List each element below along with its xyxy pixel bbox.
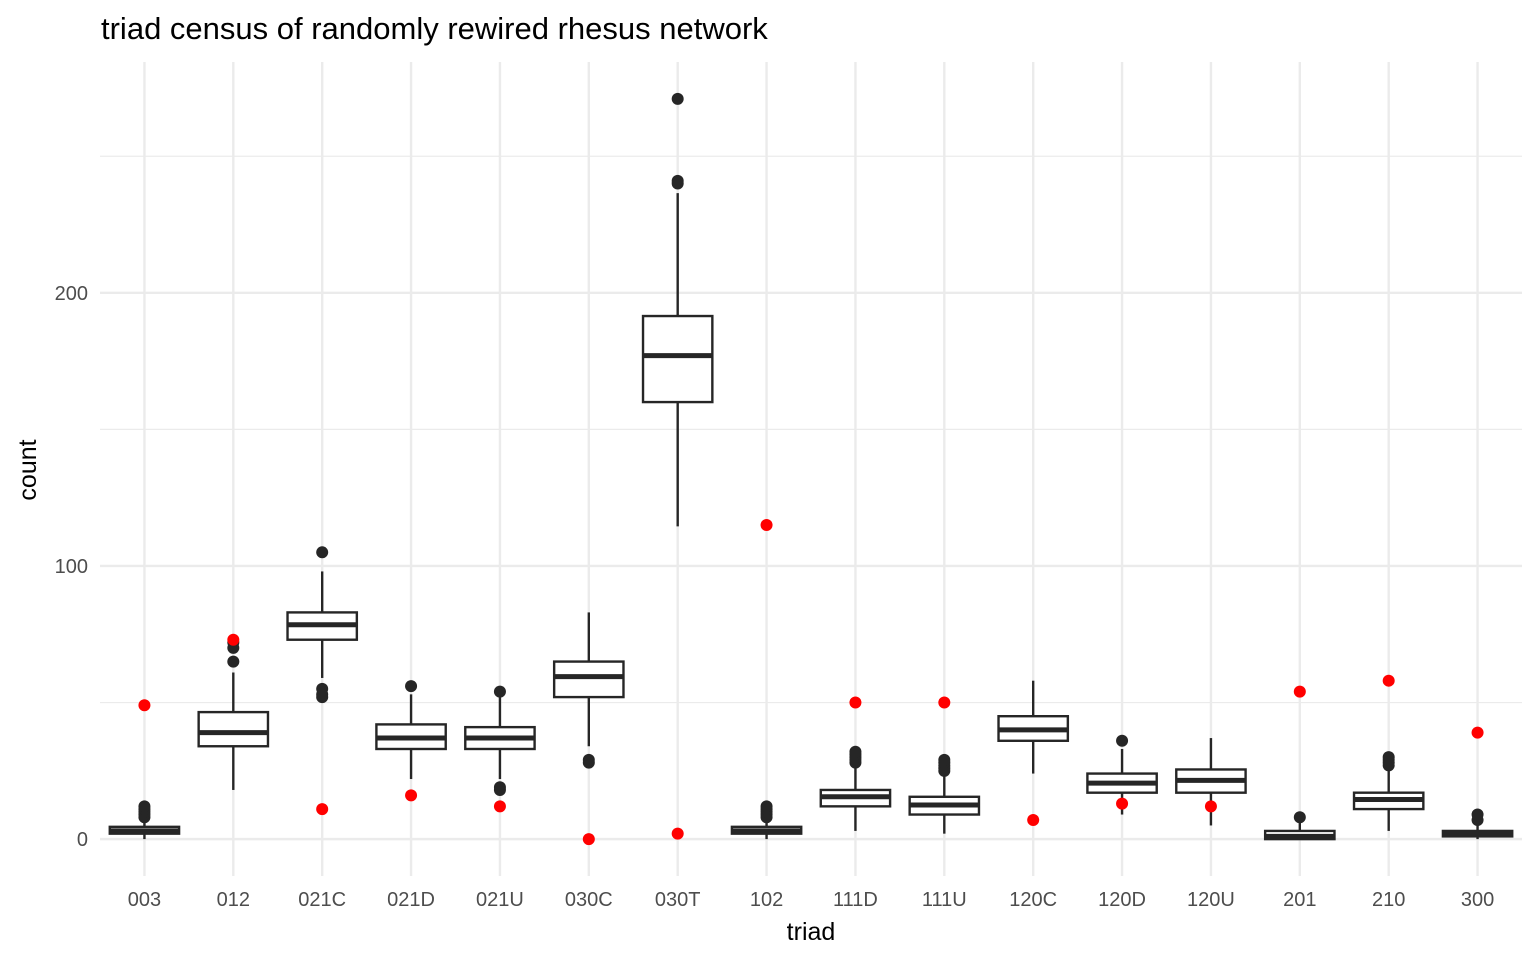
observed-point-021C: [316, 803, 329, 816]
x-tick-label: 120C: [1009, 889, 1057, 911]
box-body: [641, 314, 714, 404]
outlier-point: [1116, 734, 1129, 747]
x-tick-label: 120D: [1098, 889, 1146, 911]
x-tick-label: 102: [750, 889, 783, 911]
observed-point-030C: [582, 833, 595, 846]
box-012: [197, 636, 270, 790]
observed-point-300: [1471, 726, 1484, 739]
outlier-point: [1293, 811, 1306, 824]
box-210: [1352, 751, 1425, 831]
x-tick-label: 201: [1283, 889, 1316, 911]
observed-points: [138, 518, 1484, 846]
outlier-point: [227, 655, 240, 668]
outlier-point: [493, 781, 506, 794]
boxes: [108, 92, 1514, 841]
x-axis: 003 012 021C 021D 021U 030C 030T 102 111D 111U 120…: [128, 889, 1495, 911]
y-axis-label: count: [14, 439, 42, 500]
outlier-point: [849, 745, 862, 758]
outlier-point: [138, 800, 151, 813]
observed-point-030T: [671, 827, 684, 840]
outlier-point: [316, 682, 329, 695]
observed-point-111U: [938, 696, 951, 709]
box-021U: [464, 685, 536, 796]
y-tick-label: 0: [77, 829, 88, 851]
box-021C: [286, 546, 359, 704]
x-tick-label: 120U: [1187, 889, 1235, 911]
observed-point-201: [1293, 685, 1306, 698]
y-axis: 0 100 200: [55, 283, 88, 851]
box-030T: [641, 92, 714, 527]
box-120C: [997, 680, 1070, 774]
observed-point-021D: [405, 789, 418, 802]
box-120U: [1175, 738, 1247, 826]
box-120D: [1086, 734, 1158, 815]
x-tick-label: 111D: [833, 889, 878, 911]
outlier-point: [671, 174, 684, 187]
x-axis-label: triad: [787, 918, 836, 946]
observed-point-012: [227, 633, 240, 646]
outlier-point: [938, 753, 951, 766]
x-tick-label: 111U: [922, 889, 967, 911]
observed-point-021U: [493, 800, 506, 813]
x-tick-label: 210: [1372, 889, 1405, 911]
outlier-point: [1471, 808, 1484, 821]
outlier-point: [1382, 751, 1395, 764]
outlier-point: [405, 680, 418, 693]
x-tick-label: 012: [217, 889, 250, 911]
x-tick-label: 021U: [476, 889, 524, 911]
outlier-point: [582, 753, 595, 766]
chart-title: triad census of randomly rewired rhesus …: [101, 11, 768, 46]
box-111D: [819, 745, 892, 831]
box-201: [1263, 811, 1336, 841]
observed-point-120C: [1027, 814, 1040, 827]
box-021D: [375, 680, 447, 780]
box-003: [108, 800, 181, 840]
box-body: [197, 710, 270, 748]
observed-point-003: [138, 699, 151, 712]
x-tick-label: 021C: [298, 889, 346, 911]
box-body: [552, 660, 625, 699]
y-tick-label: 100: [55, 556, 88, 578]
x-tick-label: 030C: [565, 889, 613, 911]
x-tick-label: 300: [1461, 889, 1494, 911]
observed-point-102: [760, 518, 773, 531]
outlier-point: [671, 92, 684, 105]
observed-point-210: [1382, 674, 1395, 687]
grid: [100, 62, 1522, 876]
box-300: [1441, 808, 1514, 840]
box-111U: [908, 753, 981, 834]
box-102: [730, 800, 803, 840]
observed-point-120D: [1116, 797, 1129, 810]
x-tick-label: 030T: [655, 889, 701, 911]
outlier-point: [316, 546, 329, 559]
observed-point-111D: [849, 696, 862, 709]
observed-point-120U: [1204, 800, 1217, 813]
outlier-point: [493, 685, 506, 698]
x-tick-label: 003: [128, 889, 161, 911]
y-tick-label: 200: [55, 283, 88, 305]
outlier-point: [760, 800, 773, 813]
x-tick-label: 021D: [387, 889, 435, 911]
box-030C: [552, 612, 625, 769]
